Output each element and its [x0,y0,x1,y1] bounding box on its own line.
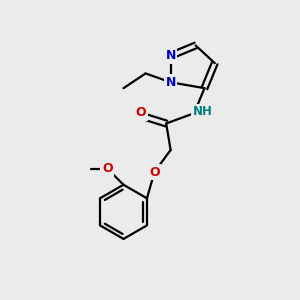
Text: N: N [165,76,176,89]
Text: O: O [136,106,146,119]
Text: N: N [165,49,176,62]
Text: O: O [102,162,112,175]
Text: NH: NH [193,105,212,118]
Text: O: O [149,166,160,178]
